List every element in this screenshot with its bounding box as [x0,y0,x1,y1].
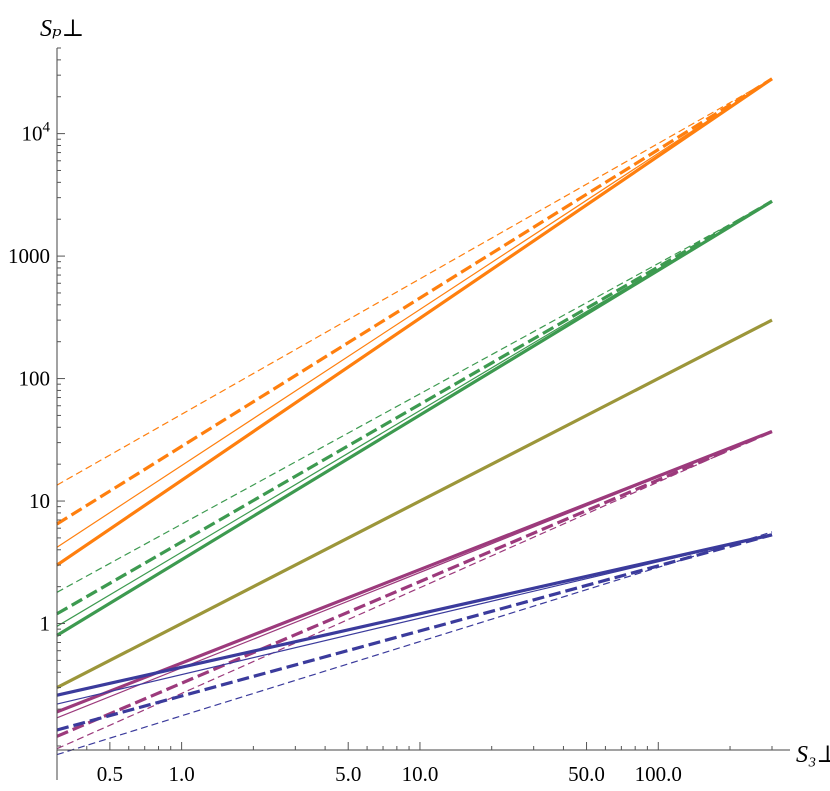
plot-lines [56,77,773,756]
series-line-9 [56,318,773,690]
series-line-12 [56,430,773,719]
y-tick-label: 10 [29,489,50,513]
ticks [56,47,773,750]
series-line-4 [56,78,773,486]
x-tick-label: 5.0 [335,762,361,786]
x-tick-label: 10.0 [402,762,439,786]
series-line-11 [56,430,773,738]
x-tick-label: 1.0 [168,762,194,786]
series-line-13 [56,430,773,750]
y-tick-label: 1 [40,612,51,636]
series-line-16 [56,534,773,705]
series-line-17 [56,531,773,756]
series-line-10 [56,430,773,714]
series-line-5 [56,199,773,637]
series-line-15 [56,533,773,732]
series-line-14 [56,533,773,697]
series-line-3 [56,78,773,548]
y-tick-label: 100 [19,367,51,391]
series-line-6 [56,199,773,616]
x-axis-title: S₃⊥ [796,742,830,768]
tick-labels: 0.5 1.0 5.0 10.0 50.0 100.0 1 10 100 1000 104 [8,120,682,786]
series-line-2 [56,77,773,526]
series-line-8 [56,200,773,593]
y-axis-title: Sₚ⊥ [40,16,84,42]
x-tick-label: 100.0 [635,762,682,786]
y-tick-label: 104 [22,120,51,146]
series-line-7 [56,200,773,627]
series-line-1 [56,77,773,567]
x-tick-label: 50.0 [568,762,605,786]
x-tick-label: 0.5 [97,762,123,786]
y-tick-label: 1000 [8,244,50,268]
